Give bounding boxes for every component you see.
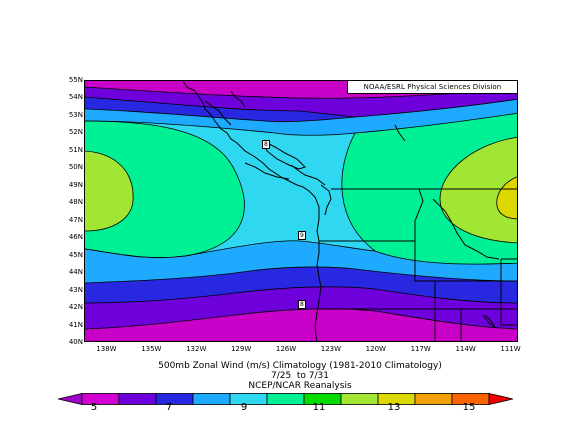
lat-label: 42N xyxy=(68,303,83,312)
colorbar-min-arrow xyxy=(58,393,83,405)
map-source: NCEP/NCAR Reanalysis xyxy=(248,381,352,391)
lat-label: 46N xyxy=(68,233,83,242)
contour-label-3: 8 xyxy=(298,300,306,309)
lat-label: 41N xyxy=(68,320,83,329)
lobe-right-yellow xyxy=(440,137,517,243)
colorbar-tick-label: 7 xyxy=(165,402,173,413)
contour-label-2: 9 xyxy=(298,231,306,240)
lon-label: 111W xyxy=(500,345,521,353)
colorbar-bin xyxy=(81,393,120,405)
colorbar-max-arrow xyxy=(488,393,513,405)
band-bottom-lightblue xyxy=(85,240,517,283)
lon-label: 120W xyxy=(365,345,386,353)
lat-label: 40N xyxy=(68,338,83,346)
credit-box: NOAA/ESRL Physical Sciences Division xyxy=(347,81,517,94)
lat-label: 48N xyxy=(68,198,83,207)
contour-lines xyxy=(85,86,517,330)
coastlines-and-borders xyxy=(182,81,517,341)
lat-label: 44N xyxy=(68,268,83,277)
colorbar-bin xyxy=(266,393,305,405)
lat-label: 55N xyxy=(68,76,83,84)
lon-label: 126W xyxy=(275,345,297,353)
lat-label: 53N xyxy=(68,110,83,119)
contour-label-1: 8 xyxy=(262,140,270,149)
band-top-blue xyxy=(85,97,355,122)
map-date-range: 7/25 to 7/31 xyxy=(270,371,330,381)
colorbar xyxy=(58,393,513,405)
colorbar-tick-label: 15 xyxy=(462,402,476,413)
colorbar-bin xyxy=(192,393,231,405)
lat-label: 52N xyxy=(68,128,83,137)
lon-label: 117W xyxy=(410,345,431,353)
colorbar-tick-label: 9 xyxy=(240,402,248,413)
lat-label: 54N xyxy=(68,93,83,102)
lat-label: 50N xyxy=(68,163,83,172)
colorbar-tick-label: 5 xyxy=(90,402,98,413)
colorbar-bin xyxy=(414,393,453,405)
vancouver-island-outline xyxy=(262,139,306,170)
lon-label: 129W xyxy=(230,345,252,353)
lobe-left-yellow xyxy=(85,151,134,231)
lon-label: 114W xyxy=(455,345,476,353)
lon-label: 132W xyxy=(186,345,207,353)
colorbar-tick-label: 11 xyxy=(312,402,326,413)
colorbar-bin xyxy=(229,393,268,405)
lat-label: 49N xyxy=(68,180,83,189)
band-top-violet xyxy=(85,87,517,117)
lat-label: 47N xyxy=(68,215,83,224)
colorbar-bin xyxy=(155,393,194,405)
lat-label: 51N xyxy=(68,145,83,154)
colorbar-bin xyxy=(118,393,157,405)
band-bottom-magenta xyxy=(85,308,517,341)
lat-label: 43N xyxy=(68,285,83,294)
lon-label: 135W xyxy=(141,345,162,353)
lobe-right-gold xyxy=(496,176,517,219)
colorbar-tick-label: 13 xyxy=(387,402,401,413)
map-title: 500mb Zonal Wind (m/s) Climatology (1981… xyxy=(158,361,442,371)
lon-label: 138W xyxy=(96,345,117,353)
lon-label: 123W xyxy=(320,345,342,353)
colorbar-bin xyxy=(340,393,379,405)
lobe-left-cyan xyxy=(85,121,245,258)
band-top-lightblue xyxy=(85,99,517,136)
lat-label: 45N xyxy=(68,250,83,259)
